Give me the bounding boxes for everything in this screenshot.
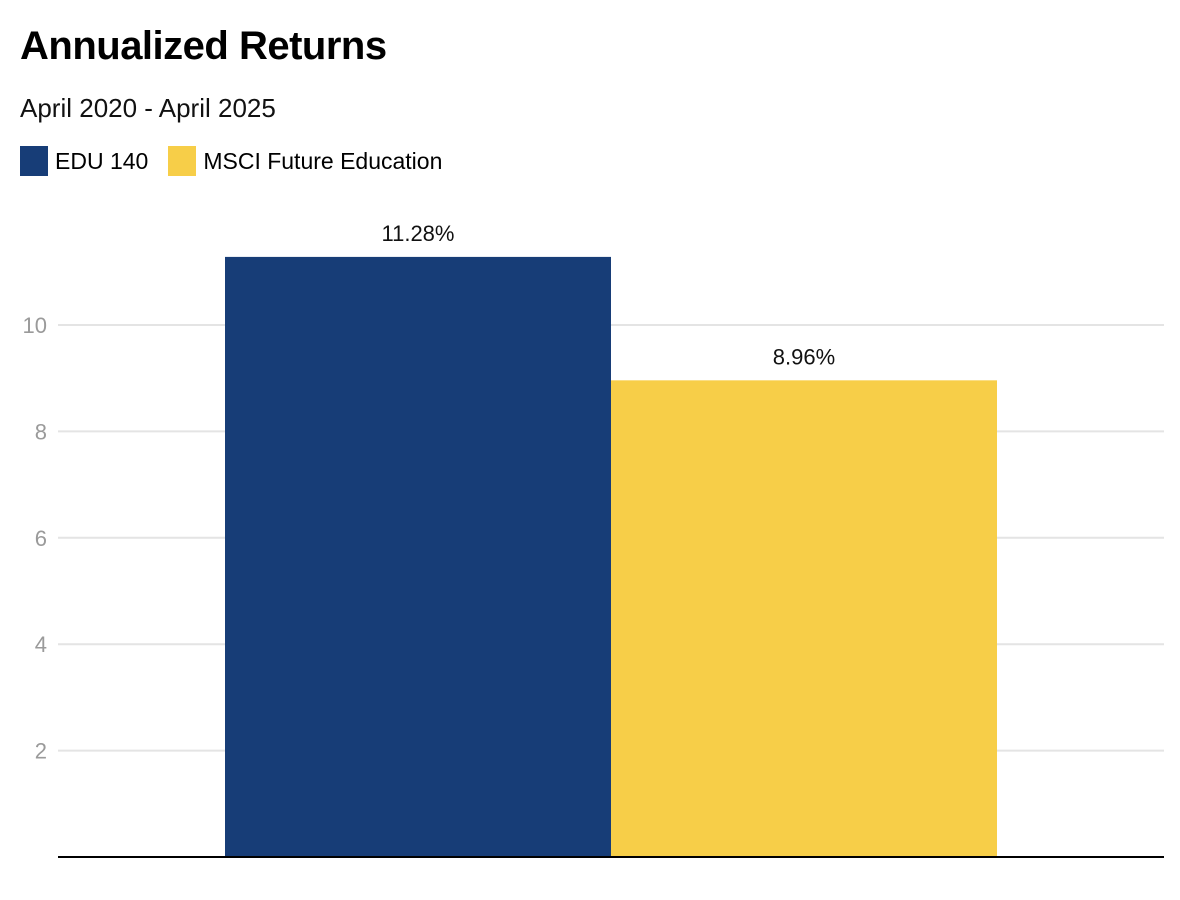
y-tick-label-10: 10 xyxy=(23,313,47,338)
chart-subtitle: April 2020 - April 2025 xyxy=(20,93,276,123)
legend-swatch-msci-future-education xyxy=(168,146,197,176)
y-tick-label-8: 8 xyxy=(35,419,47,444)
data-label-msci-future-education: 8.96% xyxy=(773,344,835,369)
bar-edu-140 xyxy=(225,256,611,857)
legend-label-edu-140: EDU 140 xyxy=(55,148,149,174)
bar-msci-future-education xyxy=(611,380,997,857)
chart-legend: EDU 140 MSCI Future Education xyxy=(20,146,462,176)
data-label-edu-140: 11.28% xyxy=(382,221,455,246)
legend-swatch-edu-140 xyxy=(20,146,48,176)
legend-item-msci-future-education: MSCI Future Education xyxy=(168,146,442,176)
legend-label-msci-future-education: MSCI Future Education xyxy=(203,148,443,174)
y-tick-label-2: 2 xyxy=(35,739,47,764)
legend-item-edu-140: EDU 140 xyxy=(20,146,148,176)
y-tick-label-4: 4 xyxy=(35,632,47,657)
chart-title: Annualized Returns xyxy=(20,24,387,68)
y-tick-label-6: 6 xyxy=(35,526,47,551)
